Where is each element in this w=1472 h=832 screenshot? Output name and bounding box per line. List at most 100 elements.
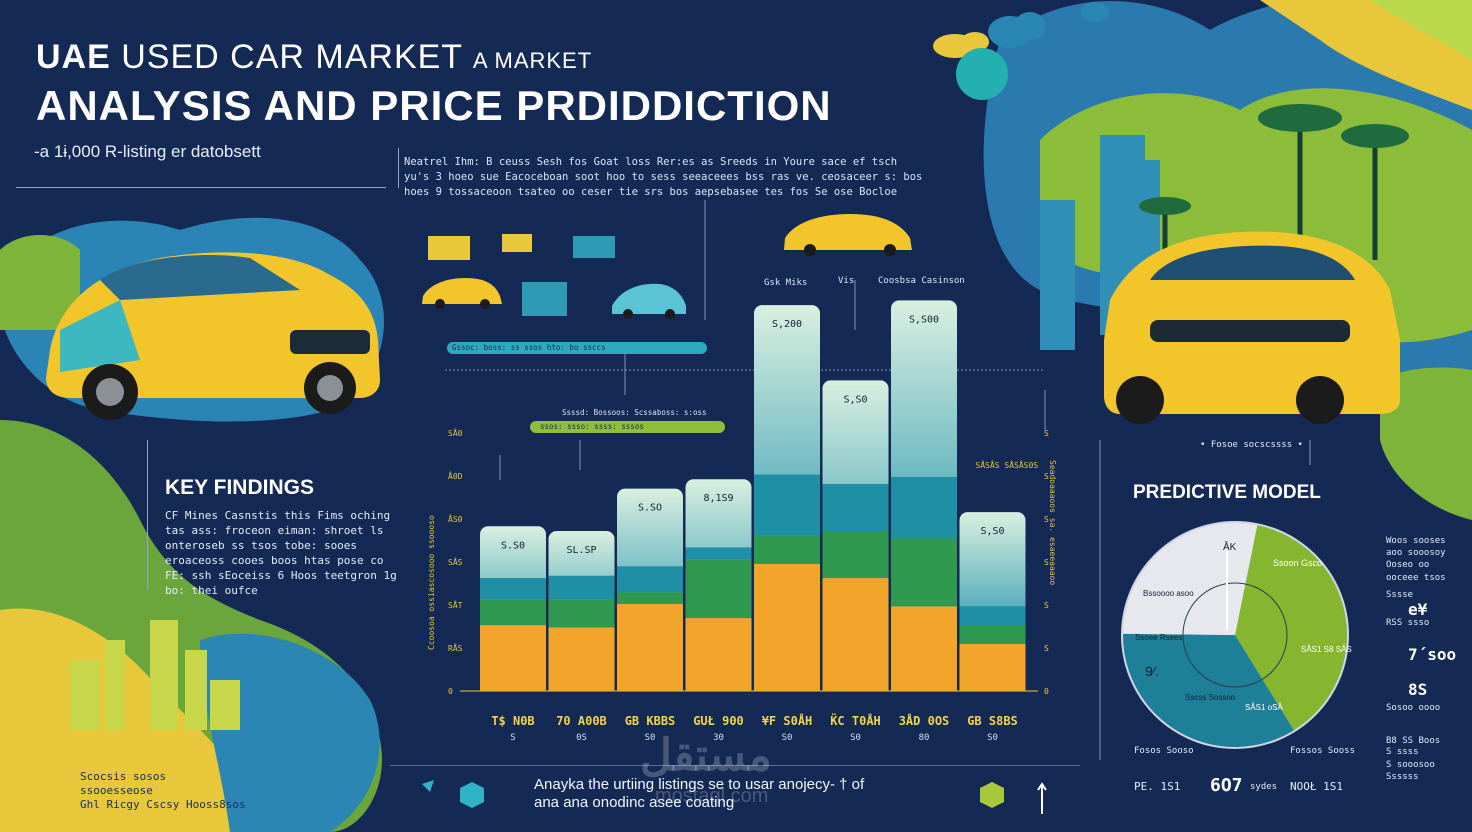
bar-segment-orange	[548, 627, 615, 691]
title-line-1: UAE USED CAR MARKET A MARKET	[36, 38, 592, 77]
bar-group: S,200 ¥F S0ÅH S0	[754, 305, 820, 743]
bar-value-label: S,S0	[843, 394, 867, 405]
pm-bottom-right: NOOŁ 1S1	[1290, 780, 1343, 793]
bar-segment-green	[822, 531, 889, 579]
y-tick-label: SÅT	[448, 599, 463, 610]
bar-segment-orange	[959, 643, 1026, 691]
y-tick-label: 0	[448, 687, 453, 696]
bar-value-label: S.S0	[501, 540, 525, 551]
pm-side-item: 7´soo	[1408, 645, 1457, 664]
bar-segment-orange	[891, 606, 957, 691]
pm-side-item: Sssse	[1386, 590, 1414, 600]
key-findings-title: KEY FINDINGS	[165, 476, 314, 499]
pm-bottom-left: PE. 1S1	[1134, 780, 1181, 793]
footer-icons-right	[980, 782, 1047, 814]
y-tick-label: ÅS0	[448, 513, 463, 524]
bar-segment-green	[959, 625, 1026, 644]
bar-group: S.SO GB KBBS S0	[617, 488, 683, 743]
bar-segment-blue-green	[754, 474, 820, 536]
pm-side-item: Ooseo oo	[1386, 560, 1430, 570]
pm-bottom-head-right: Fossos Sooss	[1290, 746, 1356, 756]
pie-text-top: ÅK	[1223, 540, 1237, 553]
pm-bottom-head-left: Fosos Sooso	[1134, 746, 1194, 756]
x-tick-label: ¥F S0ÅH	[762, 713, 813, 728]
pie-text-left-pct: 9⁄.	[1145, 663, 1159, 679]
x-sub-label: S	[510, 733, 515, 743]
pm-legend: • Fosoe socscssss •	[1200, 440, 1303, 450]
y-tick-label: Å0D	[448, 470, 463, 481]
pm-side-item: S sooosoo	[1386, 760, 1435, 770]
y-right-tick-label: S	[1044, 601, 1049, 610]
bar-segment-blue-green	[891, 476, 957, 539]
bar-segment-blue-green	[480, 578, 546, 600]
y-tick-label: SÅS	[448, 556, 463, 567]
bottom-left-line-3: Ghl Ricgy Cscsy Hooss8sos	[80, 798, 246, 811]
bar-segment-green	[685, 559, 752, 619]
pm-side-item: Woos sooses	[1386, 536, 1446, 546]
subtitle-divider	[16, 187, 386, 188]
pie-label-1: SÅS1 S8 SÅS	[1301, 645, 1352, 654]
left-car-illustration	[46, 252, 380, 420]
right-car-illustration	[1104, 231, 1400, 424]
pm-side-item: 8S	[1408, 680, 1428, 699]
bar-segment-blue-green	[685, 547, 752, 560]
bar-segment-orange	[685, 618, 752, 691]
x-tick-label: K̈C T0ÅH	[830, 713, 881, 728]
footer-divider	[390, 765, 1080, 766]
pm-side-item: ooceee tsos	[1386, 573, 1446, 583]
x-sub-label: 0S	[576, 733, 587, 743]
title-small: A MARKET	[472, 48, 593, 73]
x-tick-label: 70 A00B	[556, 714, 607, 728]
pm-side-item: S ssss	[1386, 747, 1419, 757]
intro-text: Neatrel Ihm: B ceuss Sesh fos Goat loss …	[404, 156, 923, 198]
bottom-left-line-2: ssooesseose	[80, 784, 153, 797]
bottom-left-line-1: Scocsis sosos	[80, 770, 167, 783]
bar-value-label: S,S00	[909, 314, 939, 325]
title-uae: UAE	[36, 38, 111, 76]
bar-segment-green	[754, 535, 820, 564]
watermark-logo: مستقل	[640, 731, 772, 780]
bar-group: S.S0 T$ N0B S	[480, 526, 546, 743]
predictive-pie-chart: ÅK Bssoooo asoo Ssoee Rsees 9⁄. Sscss Sossoo…	[1121, 521, 1352, 749]
pie-inner-ring	[1182, 582, 1288, 688]
x-tick-label: T$ N0B	[491, 714, 534, 728]
subtitle: -a 1ɨ,000 R-listing er datobsett	[34, 142, 261, 161]
bar-group: S,S0 K̈C T0ÅH S0	[822, 380, 889, 743]
pie-label-0: Ssoon Gsco	[1273, 558, 1322, 568]
y-right-tick-label: 0	[1044, 687, 1049, 696]
bar-segment-green	[480, 599, 546, 626]
footer-line-2: ana ana onodinc asee coating	[534, 794, 735, 811]
pm-side-item: Sosoo oooo	[1386, 703, 1441, 713]
y-right-tick-label: S	[1044, 558, 1049, 567]
footer-text: Anayka the urtiing listings se to usar a…	[534, 776, 864, 812]
x-sub-label: S0	[782, 733, 793, 743]
chart-pill-2-head: Ssssd: Bossoos: Scssaboss: s:oss	[562, 408, 707, 417]
bar-group: 8,1S9 GUŁ 900 30	[685, 479, 752, 743]
x-tick-label: GUŁ 900	[693, 714, 744, 728]
x-sub-label: S0	[987, 733, 998, 743]
x-tick-label: 3ÅD 0OS	[899, 713, 950, 728]
hexagon-icon	[460, 782, 484, 808]
title-line-2: ANALYSIS AND PRICE PRDIDDICTION	[36, 82, 832, 129]
cube-icon	[980, 782, 1004, 808]
footer-line-1: Anayka the urtiing listings se to usar a…	[534, 776, 865, 793]
bar-group: S,S0 GB S8BS S0	[959, 512, 1026, 743]
y-right-tick-label: S	[1044, 429, 1049, 438]
pie-text-left-mid: Ssoee Rsees	[1135, 633, 1183, 642]
right-top-label: SÅSÅS SÅSÅS0S	[976, 459, 1039, 470]
key-findings-divider	[147, 440, 148, 590]
intro-divider	[398, 148, 399, 188]
x-tick-label: GB S8BS	[967, 714, 1018, 728]
chart-pill-1: Gssoc: boss: ss ssos hto: bo ssccs	[452, 343, 606, 352]
key-findings-text: CF Mines Casnstis this Fims oching tas a…	[165, 509, 397, 597]
x-sub-label: S0	[850, 733, 861, 743]
pie-text-bottom: Sscss Sossoo	[1185, 693, 1236, 702]
bar-segment-green	[617, 592, 683, 604]
bar-segment-blue-green	[617, 566, 683, 593]
footer-icons-left	[422, 780, 484, 808]
bar-group: SL.SP 70 A00B 0S	[548, 531, 615, 743]
chart-pill-2: ssos: ssso: ssss: sssos	[540, 422, 644, 431]
bar-segment-blue-green	[822, 483, 889, 531]
y-right-tick-label: S	[1044, 515, 1049, 524]
